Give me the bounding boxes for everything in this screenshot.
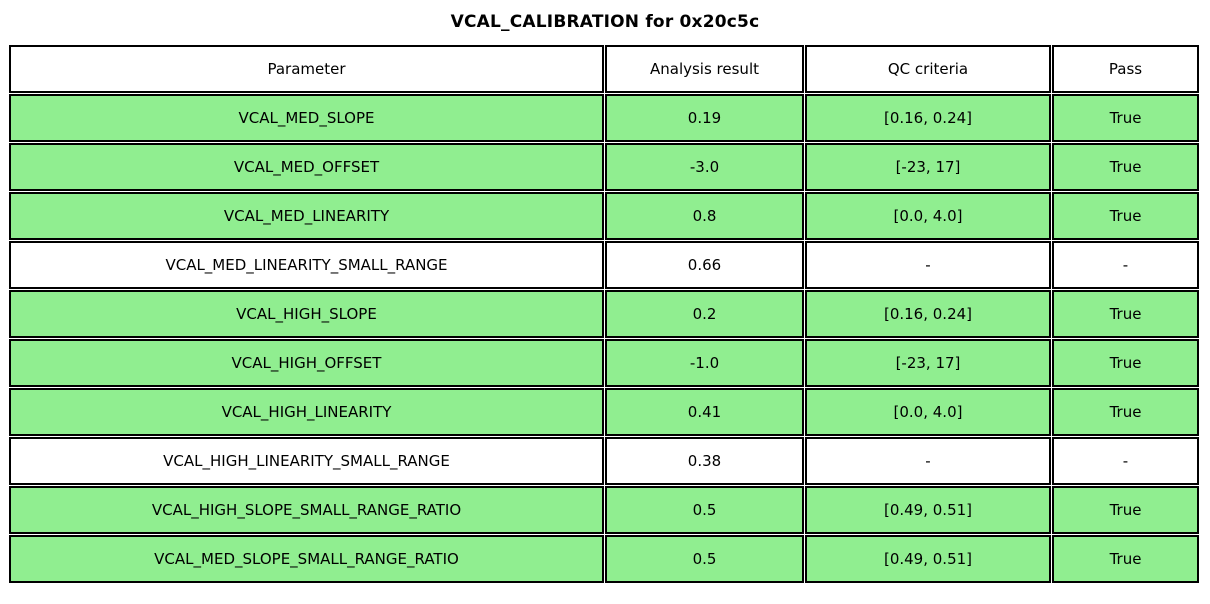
cell-qc-criteria: [0.16, 0.24] <box>805 94 1051 142</box>
column-header-parameter: Parameter <box>9 45 604 93</box>
cell-analysis-result: 0.19 <box>605 94 804 142</box>
cell-pass: - <box>1052 437 1199 485</box>
cell-pass: - <box>1052 241 1199 289</box>
cell-parameter: VCAL_HIGH_LINEARITY_SMALL_RANGE <box>9 437 604 485</box>
cell-analysis-result: 0.38 <box>605 437 804 485</box>
cell-analysis-result: -3.0 <box>605 143 804 191</box>
cell-parameter: VCAL_HIGH_LINEARITY <box>9 388 604 436</box>
cell-analysis-result: -1.0 <box>605 339 804 387</box>
cell-pass: True <box>1052 486 1199 534</box>
table-row: VCAL_MED_SLOPE_SMALL_RANGE_RATIO 0.5 [0.… <box>9 535 1199 583</box>
table-row: VCAL_MED_OFFSET -3.0 [-23, 17] True <box>9 143 1199 191</box>
table-row: VCAL_HIGH_LINEARITY_SMALL_RANGE 0.38 - - <box>9 437 1199 485</box>
qc-criteria-table: Parameter Analysis result QC criteria Pa… <box>8 44 1200 584</box>
cell-pass: True <box>1052 535 1199 583</box>
cell-parameter: VCAL_HIGH_SLOPE <box>9 290 604 338</box>
cell-pass: True <box>1052 94 1199 142</box>
table-header-row: Parameter Analysis result QC criteria Pa… <box>9 45 1199 93</box>
cell-qc-criteria: - <box>805 241 1051 289</box>
chart-title: VCAL_CALIBRATION for 0x20c5c <box>450 12 760 32</box>
cell-pass: True <box>1052 388 1199 436</box>
cell-parameter: VCAL_MED_LINEARITY_SMALL_RANGE <box>9 241 604 289</box>
cell-analysis-result: 0.66 <box>605 241 804 289</box>
table-row: VCAL_HIGH_LINEARITY 0.41 [0.0, 4.0] True <box>9 388 1199 436</box>
cell-parameter: VCAL_MED_SLOPE <box>9 94 604 142</box>
table-row: VCAL_MED_LINEARITY 0.8 [0.0, 4.0] True <box>9 192 1199 240</box>
table-row: VCAL_MED_LINEARITY_SMALL_RANGE 0.66 - - <box>9 241 1199 289</box>
column-header-analysis-result: Analysis result <box>605 45 804 93</box>
cell-qc-criteria: [-23, 17] <box>805 143 1051 191</box>
cell-pass: True <box>1052 192 1199 240</box>
table-row: VCAL_HIGH_SLOPE 0.2 [0.16, 0.24] True <box>9 290 1199 338</box>
cell-qc-criteria: [-23, 17] <box>805 339 1051 387</box>
column-header-pass: Pass <box>1052 45 1199 93</box>
cell-parameter: VCAL_MED_OFFSET <box>9 143 604 191</box>
cell-analysis-result: 0.8 <box>605 192 804 240</box>
cell-analysis-result: 0.5 <box>605 486 804 534</box>
cell-qc-criteria: [0.49, 0.51] <box>805 535 1051 583</box>
cell-analysis-result: 0.2 <box>605 290 804 338</box>
cell-pass: True <box>1052 143 1199 191</box>
cell-analysis-result: 0.5 <box>605 535 804 583</box>
table-row: VCAL_MED_SLOPE 0.19 [0.16, 0.24] True <box>9 94 1199 142</box>
table-row: VCAL_HIGH_OFFSET -1.0 [-23, 17] True <box>9 339 1199 387</box>
cell-pass: True <box>1052 290 1199 338</box>
cell-qc-criteria: [0.0, 4.0] <box>805 192 1051 240</box>
cell-qc-criteria: [0.49, 0.51] <box>805 486 1051 534</box>
cell-qc-criteria: - <box>805 437 1051 485</box>
cell-pass: True <box>1052 339 1199 387</box>
cell-qc-criteria: [0.0, 4.0] <box>805 388 1051 436</box>
cell-parameter: VCAL_MED_LINEARITY <box>9 192 604 240</box>
cell-qc-criteria: [0.16, 0.24] <box>805 290 1051 338</box>
cell-parameter: VCAL_HIGH_OFFSET <box>9 339 604 387</box>
cell-parameter: VCAL_HIGH_SLOPE_SMALL_RANGE_RATIO <box>9 486 604 534</box>
column-header-qc-criteria: QC criteria <box>805 45 1051 93</box>
cell-parameter: VCAL_MED_SLOPE_SMALL_RANGE_RATIO <box>9 535 604 583</box>
cell-analysis-result: 0.41 <box>605 388 804 436</box>
table-row: VCAL_HIGH_SLOPE_SMALL_RANGE_RATIO 0.5 [0… <box>9 486 1199 534</box>
